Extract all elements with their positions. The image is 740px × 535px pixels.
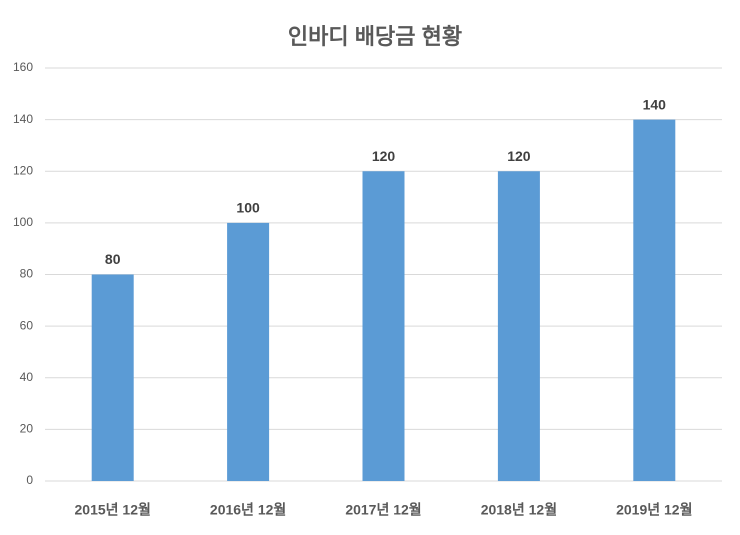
y-tick-label: 140: [13, 112, 33, 126]
data-label: 120: [507, 148, 531, 164]
bar: [362, 171, 405, 481]
data-label: 140: [643, 96, 667, 112]
y-tick-label: 160: [13, 60, 33, 74]
bar: [633, 119, 676, 481]
y-tick-label: 40: [20, 370, 34, 384]
data-label: 100: [236, 200, 260, 216]
chart-title: 인바디 배당금 현황: [288, 24, 462, 49]
data-label: 120: [372, 148, 396, 164]
data-label: 80: [105, 251, 121, 267]
x-tick-label: 2017년 12월: [345, 502, 421, 518]
bar: [227, 222, 270, 481]
y-tick-label: 100: [13, 215, 33, 229]
x-tick-label: 2018년 12월: [481, 502, 557, 518]
y-tick-label: 80: [20, 267, 34, 281]
x-tick-label: 2019년 12월: [616, 502, 692, 518]
y-tick-label: 60: [20, 318, 34, 332]
bar: [91, 274, 134, 481]
y-tick-label: 0: [26, 473, 33, 487]
bar: [497, 171, 540, 481]
x-tick-label: 2015년 12월: [75, 502, 151, 518]
y-tick-label: 120: [13, 163, 33, 177]
x-tick-label: 2016년 12월: [210, 502, 286, 518]
y-tick-label: 20: [20, 422, 34, 436]
